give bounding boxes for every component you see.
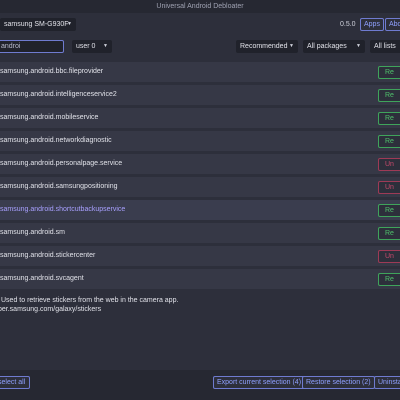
description-link[interactable]: per.samsung.com/galaxy/stickers bbox=[0, 306, 102, 313]
package-row[interactable]: samsung.android.personalpage.service Un bbox=[0, 154, 400, 174]
package-row[interactable]: samsung.android.stickercenter Un bbox=[0, 246, 400, 266]
recommendation-badge: Re bbox=[378, 135, 400, 148]
select-all-button[interactable]: select all bbox=[0, 376, 30, 389]
chevron-down-icon: ▼ bbox=[67, 21, 72, 27]
recommendation-badge: Re bbox=[378, 204, 400, 217]
package-name: samsung.android.shortcutbackupservice bbox=[0, 206, 126, 213]
removal-badge: Un bbox=[378, 158, 400, 171]
recommendation-badge: Re bbox=[378, 227, 400, 240]
list-select[interactable]: All lists bbox=[370, 40, 400, 53]
export-selection-button[interactable]: Export current selection (4) bbox=[213, 376, 306, 389]
package-name: samsung.android.samsungpositioning bbox=[0, 183, 118, 190]
package-name: samsung.android.bbc.fileprovider bbox=[0, 68, 104, 75]
package-name: samsung.android.networkdiagnostic bbox=[0, 137, 112, 144]
list-select-label: All lists bbox=[374, 43, 396, 50]
recommendation-badge: Re bbox=[378, 66, 400, 79]
device-select[interactable]: samsung SM-G930F ▼ bbox=[0, 18, 76, 31]
package-row-selected[interactable]: samsung.android.shortcutbackupservice Re bbox=[0, 200, 400, 220]
recommendation-select[interactable]: Recommended ▼ bbox=[236, 40, 298, 53]
package-row[interactable]: samsung.android.bbc.fileprovider Re bbox=[0, 62, 400, 82]
search-input[interactable]: androi bbox=[0, 40, 64, 53]
package-row[interactable]: samsung.android.svcagent Re bbox=[0, 269, 400, 289]
recommendation-select-label: Recommended bbox=[240, 43, 288, 50]
recommendation-badge: Re bbox=[378, 89, 400, 102]
package-description: Used to retrieve stickers from the web i… bbox=[0, 296, 400, 370]
filter-bar: androi user 0 ▼ Recommended ▼ All packag… bbox=[0, 37, 400, 57]
removal-badge: Un bbox=[378, 181, 400, 194]
removal-badge: Un bbox=[378, 250, 400, 263]
chevron-down-icon: ▼ bbox=[356, 43, 361, 49]
app-version: 0.5.0 bbox=[340, 21, 356, 28]
recommendation-badge: Re bbox=[378, 273, 400, 286]
package-state-select-label: All packages bbox=[307, 43, 347, 50]
window-title: Universal Android Debloater bbox=[0, 0, 400, 13]
bottom-bar: select all Export current selection (4) … bbox=[0, 370, 400, 400]
uninstall-button[interactable]: Uninstall bbox=[374, 376, 400, 389]
top-bar: samsung SM-G930F ▼ 0.5.0 Apps About bbox=[0, 13, 400, 37]
package-name: samsung.android.intelligenceservice2 bbox=[0, 91, 117, 98]
recommendation-badge: Re bbox=[378, 112, 400, 125]
package-row[interactable]: samsung.android.networkdiagnostic Re bbox=[0, 131, 400, 151]
description-text: Used to retrieve stickers from the web i… bbox=[1, 297, 179, 304]
package-name: samsung.android.sm bbox=[0, 229, 65, 236]
restore-selection-button[interactable]: Restore selection (2) bbox=[302, 376, 375, 389]
package-name: samsung.android.svcagent bbox=[0, 275, 84, 282]
chevron-down-icon: ▼ bbox=[103, 43, 108, 49]
device-name: samsung SM-G930F bbox=[4, 21, 69, 28]
user-select[interactable]: user 0 ▼ bbox=[72, 40, 112, 53]
package-row[interactable]: samsung.android.samsungpositioning Un bbox=[0, 177, 400, 197]
package-state-select[interactable]: All packages ▼ bbox=[303, 40, 365, 53]
package-list: samsung.android.bbc.fileprovider Re sams… bbox=[0, 62, 400, 291]
package-row[interactable]: samsung.android.intelligenceservice2 Re bbox=[0, 85, 400, 105]
apps-button[interactable]: Apps bbox=[360, 18, 384, 31]
about-button[interactable]: About bbox=[385, 18, 400, 31]
user-select-label: user 0 bbox=[76, 43, 96, 50]
package-row[interactable]: samsung.android.sm Re bbox=[0, 223, 400, 243]
package-row[interactable]: samsung.android.mobileservice Re bbox=[0, 108, 400, 128]
package-name: samsung.android.personalpage.service bbox=[0, 160, 123, 167]
chevron-down-icon: ▼ bbox=[289, 43, 294, 49]
package-name: samsung.android.mobileservice bbox=[0, 114, 99, 121]
package-name: samsung.android.stickercenter bbox=[0, 252, 96, 259]
